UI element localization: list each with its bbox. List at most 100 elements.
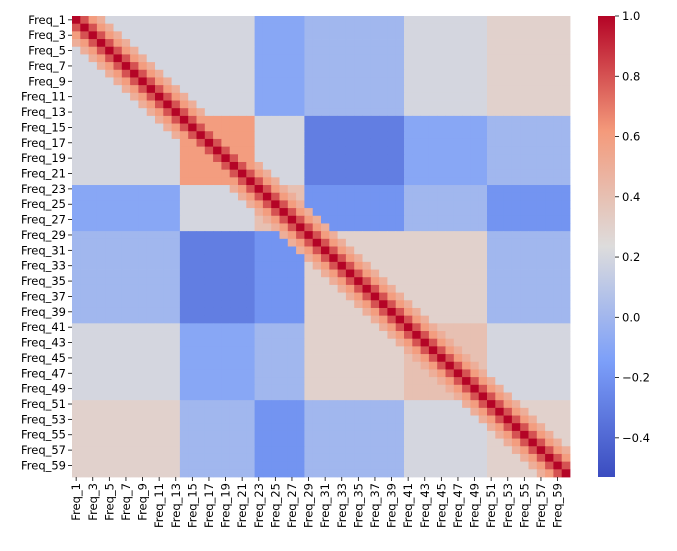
cell: [188, 231, 197, 240]
cell: [520, 23, 529, 32]
cell: [262, 300, 272, 309]
cell: [171, 461, 181, 470]
cell: [437, 161, 446, 171]
cell: [229, 315, 239, 324]
cell: [345, 131, 355, 140]
cell: [321, 31, 330, 40]
cell: [528, 446, 538, 455]
cell: [279, 254, 289, 263]
cell: [171, 246, 181, 255]
x-tick-label: Freq_55: [517, 483, 531, 528]
cell: [204, 400, 214, 409]
cell: [163, 16, 172, 25]
cell: [487, 92, 496, 101]
cell: [163, 354, 172, 363]
cell: [453, 323, 463, 332]
cell: [238, 46, 247, 55]
y-tick-label: Freq_7: [28, 59, 66, 73]
cell: [553, 246, 563, 255]
cell: [379, 423, 388, 432]
cell: [254, 108, 264, 117]
cell: [130, 200, 139, 209]
cell: [121, 115, 131, 124]
cell: [138, 85, 148, 94]
cell: [487, 208, 496, 217]
cell: [221, 161, 231, 171]
cell: [287, 415, 297, 424]
cell: [553, 123, 563, 132]
cell: [121, 346, 131, 355]
cell: [254, 430, 264, 439]
cell: [121, 146, 131, 155]
cell: [553, 92, 563, 101]
cell: [113, 161, 123, 171]
cell: [88, 85, 98, 94]
cell: [470, 192, 480, 201]
cell: [470, 292, 480, 301]
axis-labels: Freq_1Freq_1Freq_3Freq_3Freq_5Freq_5Freq…: [21, 13, 565, 528]
cell: [404, 269, 413, 278]
cell: [96, 461, 106, 470]
cell: [171, 85, 181, 94]
cell: [345, 415, 355, 424]
cell: [511, 154, 521, 163]
cell: [511, 384, 521, 393]
cell: [511, 231, 521, 240]
cell: [511, 215, 521, 224]
cell: [503, 92, 513, 101]
colorbar-tick-label: −0.2: [622, 371, 650, 385]
cell: [511, 46, 521, 55]
cell: [487, 39, 496, 48]
cell: [188, 269, 197, 278]
cell: [130, 277, 139, 286]
cell: [121, 331, 131, 340]
cell: [246, 123, 255, 132]
cell: [304, 100, 314, 109]
cell: [121, 392, 131, 401]
cell: [387, 123, 397, 132]
cell: [279, 146, 289, 155]
cell: [304, 115, 314, 124]
cell: [246, 307, 255, 317]
cell: [312, 185, 322, 194]
cell: [130, 138, 139, 148]
cell: [354, 115, 363, 124]
cell: [221, 16, 231, 25]
cell: [487, 361, 496, 370]
cell: [453, 192, 463, 201]
cell: [561, 438, 571, 447]
cell: [221, 115, 231, 124]
x-tick-label: Freq_43: [418, 483, 432, 528]
cell: [204, 446, 214, 455]
cell: [171, 238, 181, 247]
cell: [188, 169, 197, 178]
cell: [146, 85, 156, 94]
cell: [528, 407, 538, 416]
cell: [536, 292, 546, 301]
cell: [561, 346, 571, 355]
cell: [130, 400, 139, 409]
cell: [561, 369, 571, 378]
cell: [511, 69, 521, 78]
cell: [470, 331, 480, 340]
cell: [88, 400, 98, 409]
cell: [520, 453, 529, 463]
cell: [487, 200, 496, 209]
cell: [80, 46, 89, 55]
cell: [96, 185, 106, 194]
cell: [528, 384, 538, 393]
cell: [561, 238, 571, 247]
cell: [528, 46, 538, 55]
cell: [80, 138, 89, 148]
cell: [511, 346, 521, 355]
cell: [72, 108, 81, 117]
cell: [146, 461, 156, 470]
cell: [437, 307, 446, 317]
cell: [179, 415, 189, 424]
cell: [370, 69, 380, 78]
x-tick-label: Freq_21: [235, 483, 249, 528]
cell: [528, 361, 538, 370]
cell: [262, 16, 272, 25]
cell: [520, 384, 529, 393]
cell: [204, 423, 214, 432]
